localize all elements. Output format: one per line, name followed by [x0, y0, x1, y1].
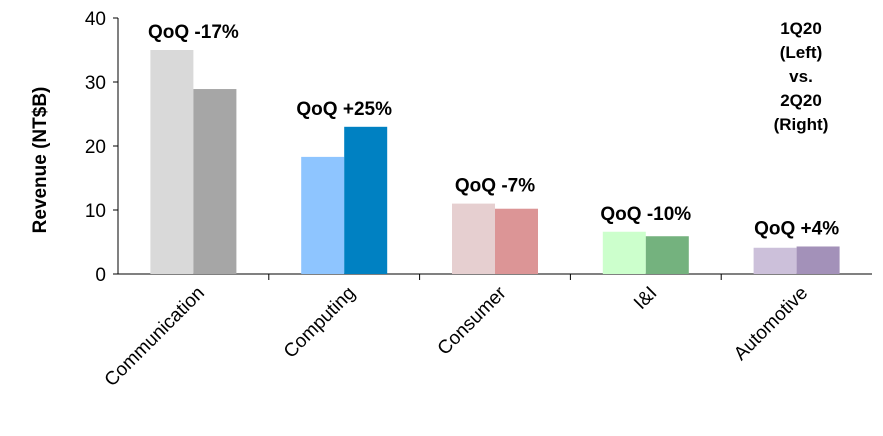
- bar-1q20: [150, 50, 194, 274]
- legend-line: 2Q20: [780, 91, 822, 110]
- bar-2q20: [796, 246, 840, 274]
- qoq-annotation: QoQ -10%: [600, 204, 691, 225]
- qoq-annotation: QoQ -7%: [455, 176, 535, 197]
- qoq-annotation: QoQ +25%: [296, 99, 392, 120]
- bar-1q20: [753, 247, 797, 274]
- legend-line: 1Q20: [780, 19, 822, 38]
- y-tick-label: 10: [85, 201, 106, 222]
- y-axis-label: Revenue (NT$B): [30, 87, 51, 234]
- x-category-label: Communication: [101, 283, 209, 391]
- bar-2q20: [645, 236, 689, 274]
- bar-2q20: [495, 208, 538, 274]
- legend-line: (Left): [780, 43, 822, 62]
- bar-1q20: [452, 203, 495, 274]
- bar-1q20: [301, 156, 345, 274]
- qoq-annotation: QoQ -17%: [148, 22, 239, 43]
- y-tick-label: 30: [85, 73, 106, 94]
- y-tick-label: 20: [85, 137, 106, 158]
- legend-line: (Right): [774, 115, 829, 134]
- y-tick-label: 40: [85, 9, 106, 30]
- y-tick-label: 0: [95, 265, 106, 286]
- x-category-label: Automotive: [730, 283, 812, 365]
- x-category-label: I&I: [630, 283, 661, 314]
- qoq-annotation: QoQ +4%: [754, 218, 839, 239]
- x-category-label: Consumer: [434, 282, 511, 359]
- legend: 1Q20 (Left) vs. 2Q20 (Right): [774, 19, 829, 134]
- bars: [150, 50, 840, 274]
- bar-1q20: [602, 231, 646, 274]
- axes: 0 10 20 30 40: [85, 9, 872, 286]
- x-category-label: Computing: [280, 283, 360, 363]
- bar-2q20: [193, 89, 237, 274]
- bar-2q20: [344, 126, 388, 274]
- legend-line: vs.: [789, 67, 813, 86]
